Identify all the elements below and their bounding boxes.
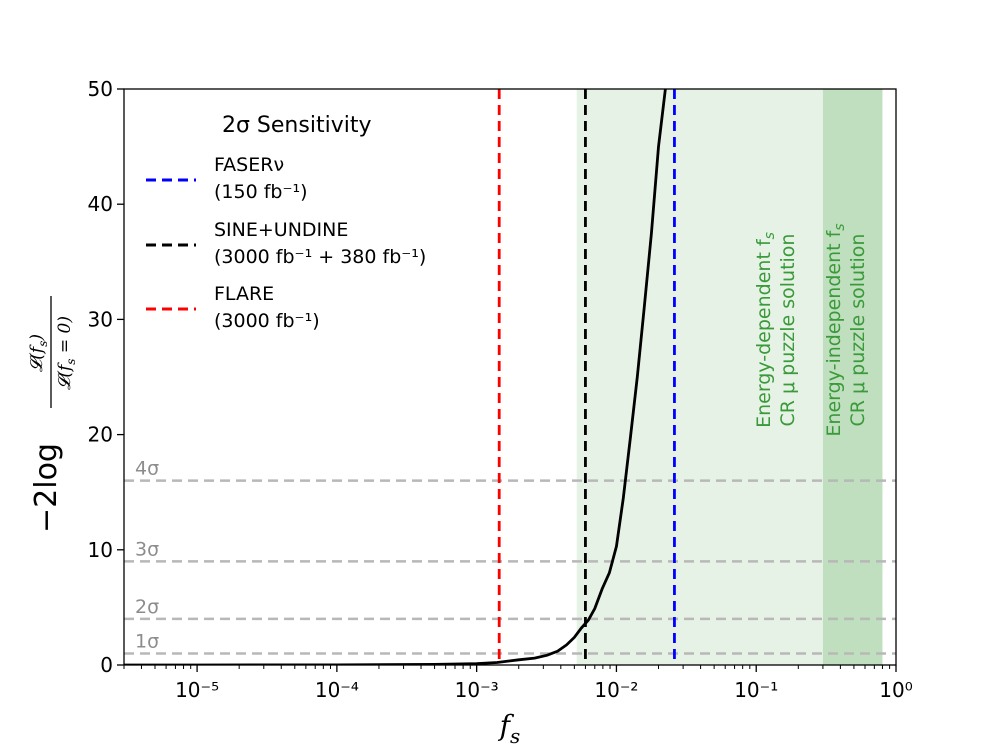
band-label-line1: Energy-dependent fs [753,232,778,428]
legend-name-2: SINE+UNDINE [214,219,348,241]
band-label-fs: s [762,232,778,239]
sigma-lines-layer: 1σ 2σ 3σ 4σ [124,458,896,655]
curve-layer [124,89,667,665]
legend-sub-2: (3000 fb⁻¹ + 380 fb⁻¹) [214,246,426,268]
legend-name-1: FASERν [214,154,284,176]
x-axis-title: fs [498,709,521,747]
legend-title: 2σ Sensitivity [222,113,371,138]
x-tick-label-0: 10⁻⁵ [175,678,219,702]
band-label-line2: CR μ puzzle solution [847,234,869,427]
legend-sub-3: (3000 fb⁻¹) [214,310,320,332]
band-label-fs: s [832,223,848,230]
sensitivity-lines-layer [497,89,676,665]
x-tick-label-2: 10⁻³ [455,678,499,702]
y-tick-label-1: 10 [88,538,113,562]
sigma-label-16: 4σ [135,458,159,480]
y-tick-label-2: 20 [88,423,113,447]
svg-text:𝓛(fs): 𝓛(fs) [27,334,50,372]
y-tick-label-3: 30 [88,307,113,331]
y-tick-label-0: 0 [100,653,113,677]
svg-text:𝓛(fs = 0): 𝓛(fs = 0) [55,316,78,390]
sigma-label-4: 2σ [135,596,159,618]
sigma-label-9: 3σ [135,538,159,560]
x-tick-label-3: 10⁻² [594,678,638,702]
legend-sub-1: (150 fb⁻¹) [214,181,308,203]
legend: 2σ Sensitivity FASERν (150 fb⁻¹) SINE+UNDIN… [146,113,426,332]
band-2 [822,89,883,665]
band-label-1: Energy-dependent fs CR μ puzzle solution [753,232,799,428]
band-1 [576,89,823,665]
likelihood-curve [124,89,667,665]
band-label-line1: Energy-independent fs [823,223,848,436]
y-tick-label-5: 50 [88,77,113,101]
sigma-label-1: 1σ [135,630,159,652]
y-tick-label-4: 40 [88,192,113,216]
x-tick-label-5: 10⁰ [879,678,912,702]
x-tick-label-4: 10⁻¹ [734,678,778,702]
bands-layer [576,89,883,665]
x-tick-label-1: 10⁻⁴ [315,678,359,702]
band-labels-layer: Energy-dependent fs CR μ puzzle solution E… [753,223,869,436]
svg-text:−2log: −2log [29,443,64,533]
plot-frame [123,88,897,666]
y-axis-title: −2log 𝓛(fs) 𝓛(fs = 0) [27,296,78,533]
ticks-layer: 10⁻⁵ 10⁻⁴ 10⁻³ 10⁻² 10⁻¹ 10⁰ 0 10 20 30 40 50 [88,77,913,702]
legend-name-3: FLARE [214,283,274,305]
band-label-line2: CR μ puzzle solution [777,234,799,427]
